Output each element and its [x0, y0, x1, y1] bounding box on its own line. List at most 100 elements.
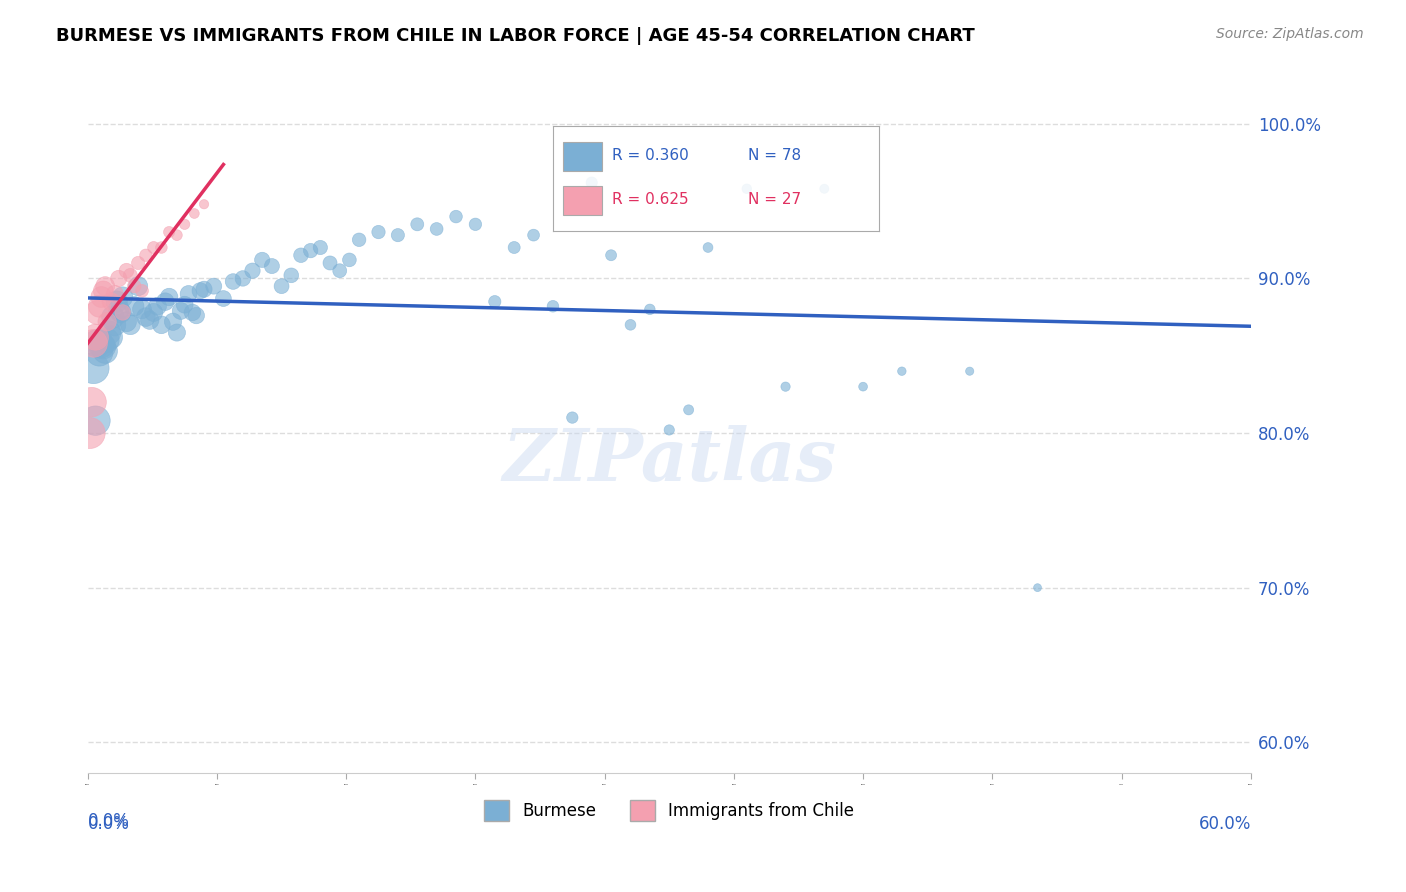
Point [166, 326, 188, 340]
Point [111, 305, 134, 319]
Point [127, 279, 149, 293]
Point [193, 282, 215, 296]
Point [173, 298, 195, 312]
Point [600, 248, 623, 262]
Point [173, 217, 195, 231]
Point [959, 364, 981, 378]
Point [464, 217, 486, 231]
Point [347, 233, 370, 247]
Point [96, 315, 118, 329]
Point [697, 240, 720, 254]
Point [107, 271, 129, 285]
Point [290, 248, 312, 262]
Point [94, 344, 117, 359]
Point [104, 318, 127, 332]
Text: 60.0%: 60.0% [1198, 815, 1251, 833]
Point [890, 364, 912, 378]
Point [104, 286, 127, 301]
Legend: Burmese, Immigrants from Chile: Burmese, Immigrants from Chile [478, 794, 860, 828]
Point [406, 217, 429, 231]
Point [319, 256, 342, 270]
Point [280, 268, 302, 283]
Point [89, 299, 111, 313]
Point [110, 305, 132, 319]
Text: ZIPatlas: ZIPatlas [502, 425, 837, 496]
Point [146, 299, 169, 313]
Point [107, 302, 129, 317]
Point [90, 338, 112, 352]
Point [96, 333, 118, 347]
Point [193, 197, 215, 211]
Text: BURMESE VS IMMIGRANTS FROM CHILE IN LABOR FORCE | AGE 45-54 CORRELATION CHART: BURMESE VS IMMIGRANTS FROM CHILE IN LABO… [56, 27, 974, 45]
Point [84, 330, 107, 344]
Point [142, 240, 165, 254]
Point [120, 268, 142, 283]
Point [619, 318, 641, 332]
Point [242, 263, 264, 277]
Point [250, 252, 273, 267]
Point [183, 206, 205, 220]
Point [678, 402, 700, 417]
Point [111, 290, 134, 304]
Text: Source: ZipAtlas.com: Source: ZipAtlas.com [1216, 27, 1364, 41]
Point [181, 305, 204, 319]
Point [581, 176, 603, 190]
Point [122, 299, 145, 313]
Point [90, 290, 112, 304]
Point [122, 279, 145, 293]
Point [339, 252, 361, 267]
Point [232, 271, 254, 285]
Point [222, 275, 245, 289]
Point [484, 294, 506, 309]
Point [541, 299, 564, 313]
Point [444, 210, 467, 224]
Point [100, 294, 122, 309]
Point [84, 414, 107, 428]
Point [83, 336, 105, 351]
Point [186, 309, 208, 323]
Point [127, 256, 149, 270]
Point [852, 379, 875, 393]
Point [775, 379, 797, 393]
Point [115, 263, 138, 277]
Point [120, 318, 142, 332]
Point [157, 225, 180, 239]
Point [202, 279, 225, 293]
Point [170, 304, 193, 318]
Point [105, 294, 128, 309]
Point [150, 240, 173, 254]
Point [735, 182, 758, 196]
Point [80, 395, 103, 409]
Text: 0.0%: 0.0% [87, 812, 129, 830]
Point [142, 305, 165, 319]
Point [83, 361, 105, 376]
Point [150, 318, 173, 332]
Text: 0.0%: 0.0% [87, 815, 129, 833]
Point [94, 279, 117, 293]
Point [177, 286, 200, 301]
Point [367, 225, 389, 239]
Point [309, 240, 332, 254]
Point [270, 279, 292, 293]
Point [1026, 581, 1049, 595]
Point [638, 302, 661, 317]
Point [135, 310, 157, 324]
Point [329, 263, 352, 277]
Point [813, 182, 835, 196]
Point [162, 315, 184, 329]
Point [139, 313, 162, 327]
Point [561, 410, 583, 425]
Point [86, 305, 108, 319]
Point [115, 315, 138, 329]
Point [299, 244, 322, 258]
Point [426, 222, 449, 236]
Point [89, 345, 111, 359]
Point [131, 284, 153, 298]
Point [135, 248, 157, 262]
Point [155, 294, 177, 309]
Point [188, 284, 211, 298]
Point [166, 228, 188, 243]
Point [212, 292, 235, 306]
Point [387, 228, 409, 243]
Point [522, 228, 544, 243]
